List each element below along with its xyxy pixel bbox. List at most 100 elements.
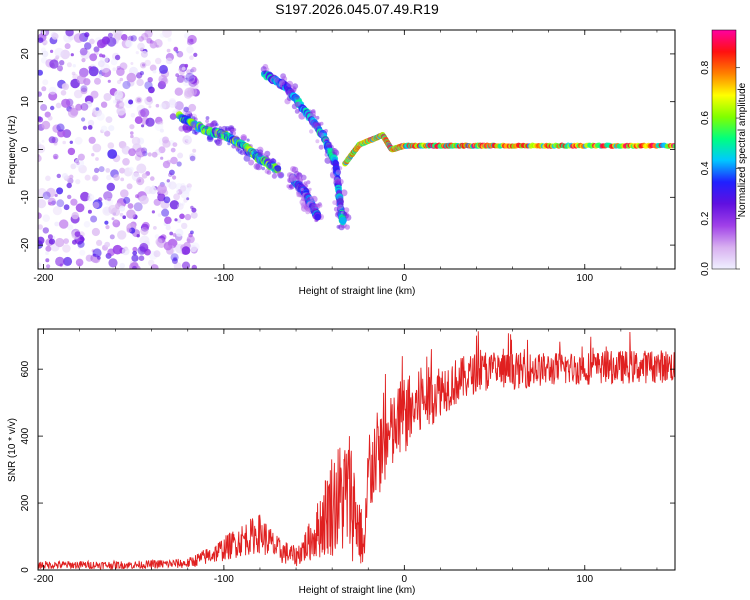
spectrogram-noise-blob	[139, 195, 149, 205]
spectrogram-noise-blob	[161, 100, 171, 110]
spectrogram-noise-blob	[170, 253, 179, 262]
spectrogram-noise-blob	[71, 71, 76, 76]
snr-ticks: -200 -100 0 100 0 200 400 600	[20, 329, 675, 585]
spectrogram-noise-blob	[138, 109, 146, 118]
spectrogram-noise-blob	[162, 160, 171, 169]
spectrogram-noise-blob	[83, 221, 91, 228]
spectrogram-noise-blob	[123, 196, 131, 204]
spectrogram-halo-blob	[307, 197, 311, 202]
spectrogram-halo-blob	[295, 95, 300, 100]
x-tick-label: 100	[576, 574, 593, 585]
spectrogram-noise-blob	[89, 53, 98, 62]
spectrogram-noise-blob	[56, 123, 65, 132]
spectrogram-noise-blob	[144, 81, 153, 90]
spectrogram-noise-blob	[136, 163, 147, 174]
spectrogram-halo-blob	[306, 180, 311, 185]
spectrogram-noise-blob	[172, 175, 177, 180]
spectrogram-noise-blob	[189, 245, 198, 253]
spectrogram-noise-blob	[130, 134, 134, 139]
spectrogram-noise-blob	[151, 185, 155, 189]
spectrogram-noise-blob	[169, 169, 175, 176]
spectrogram-noise-blob	[126, 72, 137, 83]
spectrogram-noise-blob	[128, 166, 134, 172]
spectrogram-noise-blob	[47, 115, 53, 121]
spectrogram-noise-blob	[67, 224, 74, 231]
spectrogram-noise-blob	[190, 205, 194, 210]
spectrogram-noise-blob	[122, 215, 126, 219]
spectrogram-noise-blob	[96, 39, 106, 49]
y-tick-label: 0	[20, 146, 31, 152]
spectrogram-noise-blob	[165, 57, 173, 65]
spectrogram-noise-blob	[64, 43, 71, 50]
spectrogram-noise-blob	[130, 113, 136, 118]
spectrogram-noise-blob	[151, 151, 158, 158]
spectrogram-noise-blob	[92, 248, 102, 258]
spectrogram-noise-blob	[70, 53, 74, 57]
spectrogram-noise-blob	[38, 262, 42, 268]
spectrogram-noise-blob	[184, 135, 192, 143]
spectrogram-noise-blob	[189, 155, 196, 162]
spectrogram-noise-blob	[130, 35, 137, 42]
spectrogram-noise-blob	[72, 73, 79, 80]
spectrogram-noise-blob	[175, 50, 179, 54]
spectrogram-noise-blob	[75, 258, 84, 267]
spectrogram-noise-blob	[87, 197, 92, 202]
spectrogram-halo-blob	[300, 187, 304, 192]
spectrogram-noise-blob	[40, 47, 46, 53]
spectrogram-noise-blob	[136, 234, 140, 238]
spectrogram-noise-blob	[82, 125, 87, 130]
spectrogram-noise-blob	[51, 136, 59, 144]
spectrogram-halo-blob	[224, 133, 228, 137]
spectrogram-noise-blob	[150, 176, 155, 181]
spectrogram-noise-blob	[41, 139, 45, 143]
spectrogram-noise-blob	[152, 69, 157, 74]
y-tick-label: 600	[20, 360, 31, 377]
spectrogram-halo-blob	[182, 125, 188, 131]
spectrogram-noise-blob	[38, 236, 45, 245]
spectrogram-halo-blob	[331, 148, 338, 155]
spectrogram-noise-blob	[128, 99, 134, 105]
spectrogram-halo-blob	[338, 223, 345, 231]
spectrogram-noise-blob	[158, 74, 168, 84]
spectrogram-noise-blob	[38, 37, 44, 43]
spectrogram-halo-blob	[276, 171, 282, 177]
spectrogram-noise-blob	[163, 196, 171, 204]
spectrogram-noise-blob	[71, 211, 79, 220]
spectrogram-noise-blob	[159, 32, 165, 38]
spectrogram-noise-blob	[67, 107, 78, 118]
spectrogram-noise-blob	[191, 264, 197, 269]
y-tick-label: 400	[20, 427, 31, 444]
spectrogram-noise-blob	[153, 250, 161, 258]
spectrogram-band-blob	[274, 165, 282, 172]
spectrogram-noise-blob	[148, 105, 152, 109]
spectrogram-noise-blob	[131, 136, 141, 146]
colorbar-tick-label: 0.8	[700, 60, 711, 74]
spectrogram-noise-blob	[177, 203, 184, 210]
spectrogram-noise-blob	[50, 49, 54, 54]
spectrogram-noise-blob	[135, 194, 139, 199]
spectrogram-halo-blob	[343, 207, 350, 213]
spectrogram-noise-blob	[74, 158, 85, 169]
spectrogram-noise-blob	[48, 136, 56, 144]
spectrogram-noise-blob	[111, 217, 115, 221]
spectrogram-noise-blob	[138, 36, 144, 42]
spectrogram-halo-blob	[335, 169, 342, 175]
spectrogram-noise-blob	[119, 212, 124, 217]
spectrogram-halo-blob	[255, 163, 263, 171]
spectrogram-noise-blob	[114, 90, 124, 100]
spectrogram-noise-blob	[186, 238, 191, 243]
spectrogram-noise-blob	[176, 74, 185, 83]
snr-series-line	[38, 331, 675, 570]
spectrogram-noise-blob	[54, 193, 58, 197]
spectrogram-noise-blob	[121, 34, 128, 41]
spectrogram-noise-blob	[140, 50, 148, 58]
spectrogram-noise-blob	[181, 202, 185, 206]
spectrogram-noise-blob	[141, 173, 148, 179]
spectrogram-noise-blob	[84, 42, 92, 50]
spectrogram-noise-blob	[105, 116, 113, 123]
spectrogram-noise-blob	[117, 230, 127, 240]
spectrogram-halo-blob	[267, 164, 273, 169]
spectrogram-halo-blob	[261, 166, 266, 171]
spectrogram-noise-blob	[169, 200, 180, 210]
